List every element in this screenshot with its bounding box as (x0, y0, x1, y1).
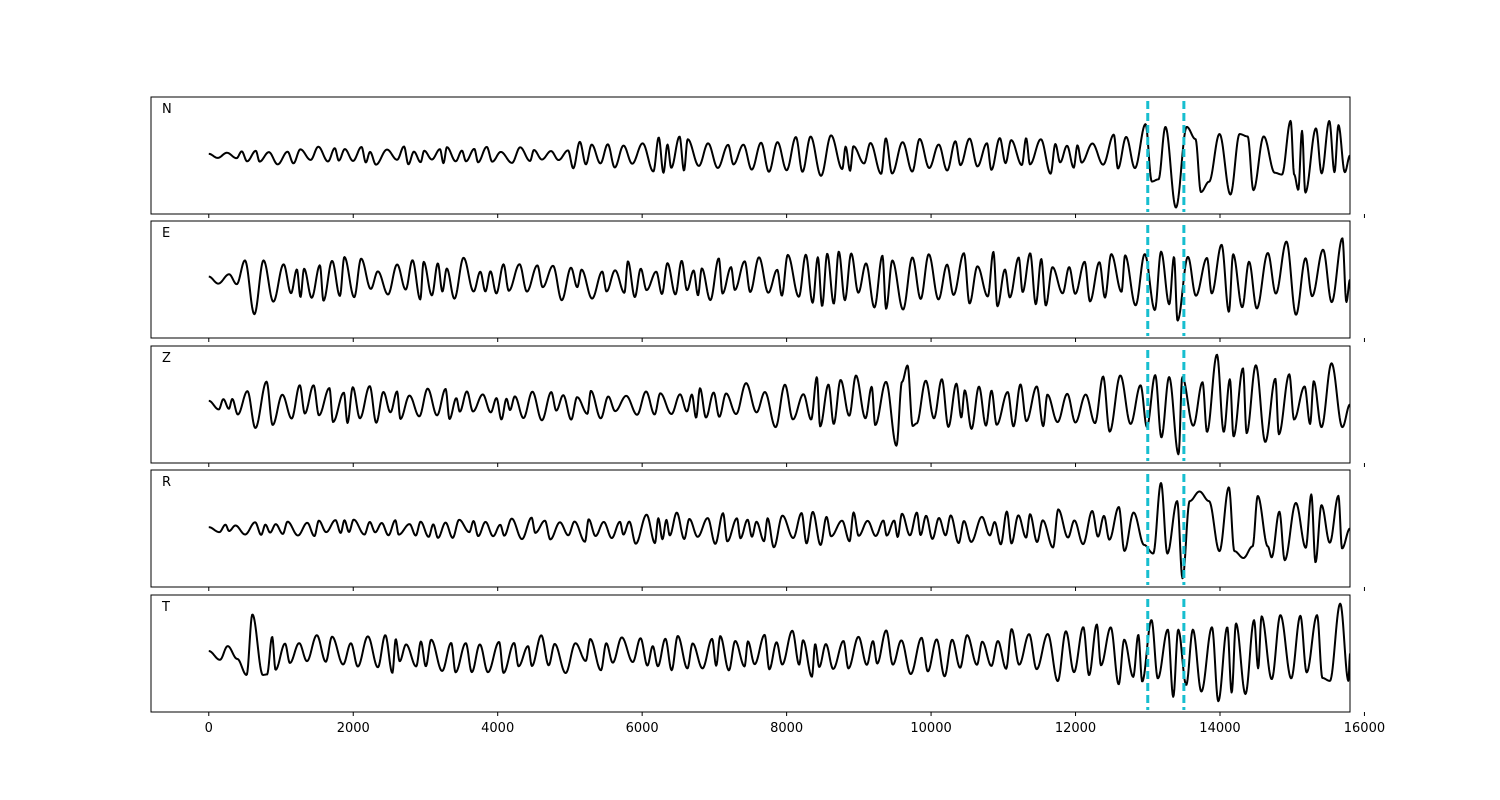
panel-frame (150, 96, 1351, 215)
channel-label: R (162, 475, 171, 490)
panel-r: R (150, 469, 1365, 591)
x-tick-label: 8000 (770, 721, 803, 736)
panel-frame (150, 220, 1351, 339)
x-tick-label: 6000 (626, 721, 659, 736)
x-tick-label: 14000 (1199, 721, 1240, 736)
waveform-z (208, 353, 1350, 456)
x-tick-label: 0 (205, 721, 213, 736)
x-tick-label: 10000 (910, 721, 951, 736)
panel-frame (150, 469, 1351, 588)
panel-t: T (150, 594, 1365, 716)
waveform-e (208, 237, 1350, 322)
waveform-n (208, 119, 1350, 209)
channel-label: Z (162, 351, 171, 366)
panel-frame (150, 345, 1351, 464)
panel-z: Z (150, 345, 1365, 467)
panel-n: N (150, 96, 1365, 218)
x-tick-label: 4000 (481, 721, 514, 736)
x-tick-label: 16000 (1344, 721, 1385, 736)
panel-frame (150, 594, 1351, 713)
waveform-r (208, 482, 1350, 580)
panel-e: E (150, 220, 1365, 342)
x-tick-label: 12000 (1055, 721, 1096, 736)
channel-label: E (162, 226, 170, 241)
waveform-t (208, 602, 1350, 703)
channel-label: T (161, 600, 170, 615)
x-tick-label: 2000 (337, 721, 370, 736)
channel-label: N (162, 102, 172, 117)
x-axis: 0 2000 4000 6000 8000 10000 12000 14000 16000 (205, 721, 1385, 736)
panels-group: N E Z R T (150, 96, 1365, 716)
